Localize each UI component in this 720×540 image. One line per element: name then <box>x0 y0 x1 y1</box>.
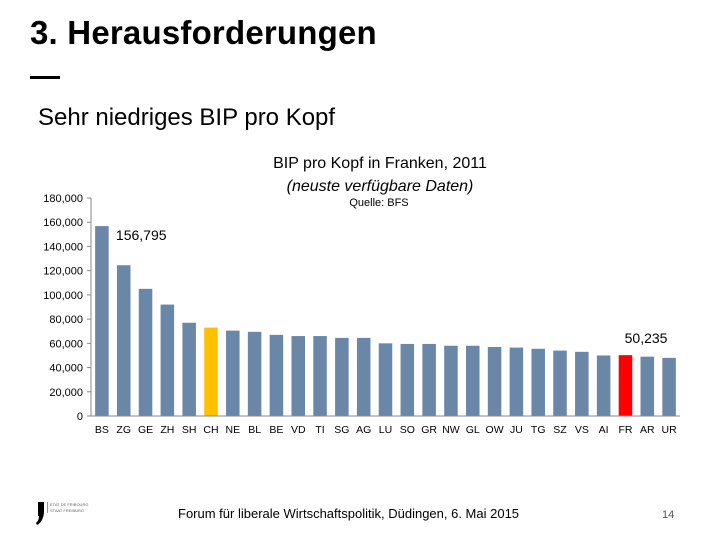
slide-subtitle: Sehr niedriges BIP pro Kopf <box>38 104 336 131</box>
bar-ai <box>596 355 611 416</box>
bar-gr <box>422 343 436 416</box>
y-tick-label: 100,000 <box>43 290 83 302</box>
x-tick-label: UR <box>662 424 678 436</box>
bar-sh <box>182 322 196 416</box>
y-tick-label: 20,000 <box>49 387 83 399</box>
bar-ar <box>640 356 655 416</box>
x-tick-label: GE <box>138 424 153 436</box>
bar-be <box>269 334 284 416</box>
x-tick-label: GR <box>421 424 437 436</box>
x-tick-label: BL <box>248 424 261 436</box>
chart-subtitle: (neuste verfügbare Daten) <box>287 178 474 195</box>
y-tick-label: 80,000 <box>49 314 83 326</box>
x-tick-label: AI <box>599 424 609 436</box>
y-tick-label: 60,000 <box>49 338 83 350</box>
bar-zh <box>160 304 175 416</box>
bar-ti <box>313 336 327 416</box>
x-tick-label: OW <box>486 424 504 436</box>
data-labels: 156,795 50,235 <box>116 227 668 346</box>
y-tick-label: 140,000 <box>43 241 83 253</box>
x-tick-label: BE <box>269 424 283 436</box>
bar-bl <box>247 331 262 416</box>
y-axis: 0 20,000 40,000 60,000 80,000 100,000 120,000 1… <box>43 193 92 423</box>
fribourg-canton-logo-icon: ETAT DE FRIBOURG STAAT FREIBURG <box>36 502 88 525</box>
y-tick-label: 40,000 <box>49 363 83 375</box>
bar-fr <box>618 355 633 416</box>
bar-bs <box>95 226 109 416</box>
bar-vs <box>575 351 589 416</box>
x-axis: BS ZG GE ZH SH CH NE BL BE VD TI SG AG LU SO GR NW GL OW JU… <box>91 415 680 436</box>
x-tick-label: GL <box>466 424 480 436</box>
bar-ag <box>356 337 371 416</box>
bar-sz <box>553 350 567 416</box>
x-tick-label: JU <box>510 424 523 436</box>
x-tick-label: VS <box>575 424 589 436</box>
logo-line1: ETAT DE FRIBOURG <box>50 502 88 507</box>
x-tick-label: SG <box>334 424 349 436</box>
bar-ur <box>662 357 676 416</box>
bar-so <box>400 343 415 416</box>
bar-sg <box>335 337 349 416</box>
x-tick-label: SO <box>400 424 415 436</box>
data-label-bs: 156,795 <box>116 227 167 243</box>
x-tick-label: AG <box>356 424 371 436</box>
x-tick-label: LU <box>379 424 392 436</box>
y-tick-label: 180,000 <box>43 193 83 205</box>
x-tick-label: TG <box>531 424 546 436</box>
chart-title: BIP pro Kopf in Franken, 2011 <box>273 155 487 172</box>
x-tick-label: SZ <box>553 424 567 436</box>
x-tick-label: AR <box>640 424 655 436</box>
title-rule <box>30 76 60 79</box>
logo-line2: STAAT FREIBURG <box>50 508 84 513</box>
x-tick-label: FR <box>618 424 632 436</box>
x-tick-label: ZG <box>116 424 131 436</box>
x-tick-label: NE <box>225 424 240 436</box>
x-tick-label: NW <box>442 424 460 436</box>
data-label-fr: 50,235 <box>625 330 668 346</box>
y-tick-label: 120,000 <box>43 266 83 278</box>
x-tick-label: TI <box>315 424 324 436</box>
y-tick-label: 160,000 <box>43 217 83 229</box>
x-tick-label: VD <box>291 424 306 436</box>
bar-zg <box>116 265 131 416</box>
x-tick-label: CH <box>203 424 218 436</box>
bar-ow <box>487 346 502 416</box>
bar-ne <box>226 330 240 416</box>
chart-source: Quelle: BFS <box>349 197 408 209</box>
y-tick-label: 0 <box>77 411 83 423</box>
bar-ch <box>204 327 218 416</box>
bar-lu <box>378 343 393 416</box>
x-tick-label: ZH <box>160 424 174 436</box>
page-number: 14 <box>662 509 675 521</box>
slide-title: 3. Herausforderungen <box>30 14 377 51</box>
footer-text: Forum für liberale Wirtschaftspolitik, D… <box>178 506 520 521</box>
bar-ge <box>138 288 153 416</box>
bar-vd <box>291 336 306 416</box>
bars <box>95 226 676 416</box>
bar-ju <box>509 347 524 416</box>
bar-tg <box>531 348 545 416</box>
x-tick-label: BS <box>95 424 109 436</box>
x-tick-label: SH <box>182 424 197 436</box>
bar-gl <box>465 345 480 416</box>
bar-nw <box>444 345 458 416</box>
